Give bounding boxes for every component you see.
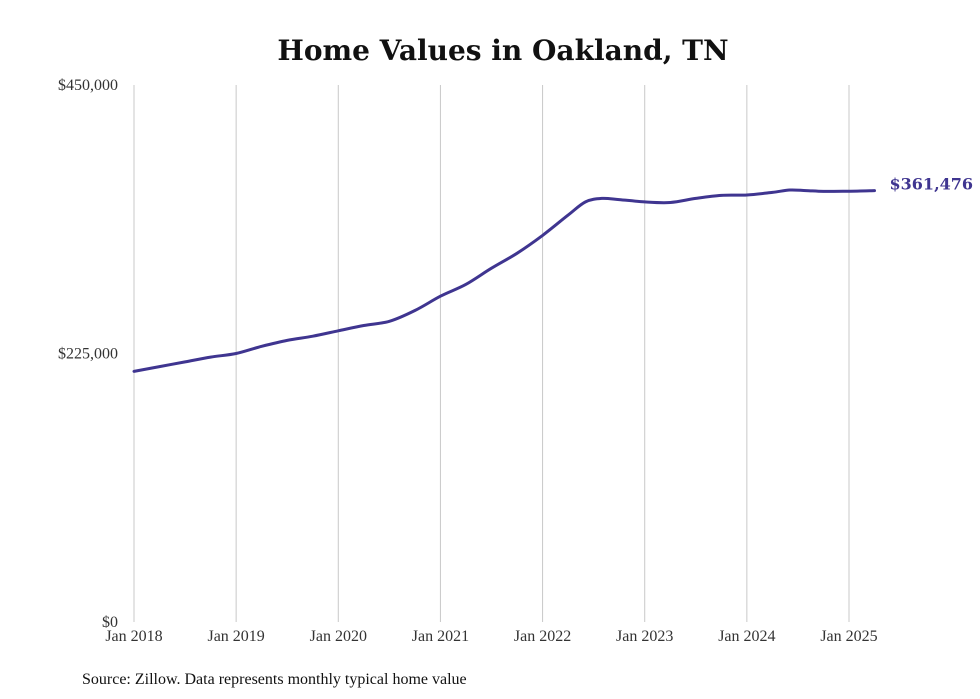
x-tick-label: Jan 2018 (105, 628, 162, 645)
x-tick-label: Jan 2019 (207, 628, 264, 645)
x-tick-label: Jan 2023 (616, 628, 673, 645)
x-tick-label: Jan 2025 (820, 628, 877, 645)
x-tick-label: Jan 2021 (412, 628, 469, 645)
y-tick-label: $0 (102, 614, 118, 631)
y-axis-ticks: $0 $225,000 $450,000 (58, 77, 118, 631)
chart-title: Home Values in Oakland, TN (277, 34, 728, 67)
source-note: Source: Zillow. Data represents monthly … (82, 671, 467, 688)
end-value-label: $361,476 (890, 175, 974, 194)
y-tick-label: $225,000 (58, 346, 118, 363)
x-tick-label: Jan 2022 (514, 628, 571, 645)
x-tick-label: Jan 2024 (718, 628, 775, 645)
x-axis-ticks: Jan 2018 Jan 2019 Jan 2020 Jan 2021 Jan 2022… (105, 628, 877, 645)
y-tick-label: $450,000 (58, 77, 118, 94)
series-line-0 (132, 188, 876, 373)
gridlines (133, 85, 850, 622)
series-layer: $361,476 (132, 175, 974, 373)
x-tick-label: Jan 2020 (310, 628, 367, 645)
